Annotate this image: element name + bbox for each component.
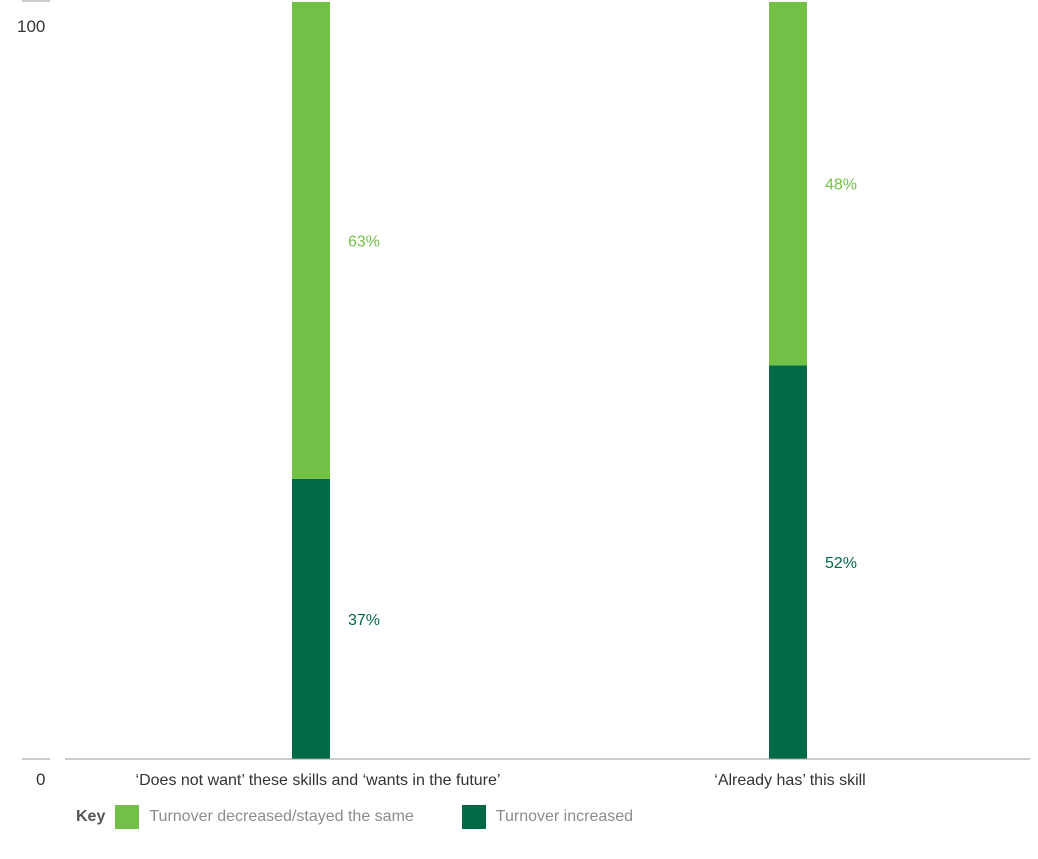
data-label-1-1: 37% [348,612,380,629]
bar-segment-2-2 [769,2,807,366]
data-label-2-1: 52% [825,555,857,572]
stacked-bar-chart: 100 0 37% 63% 52% 48% ‘Does not want’ these… [17,0,1030,789]
legend-label-increased: Turnover increased [495,808,634,825]
legend-swatch-decreased [115,805,140,829]
y-tick-label-max: 100 [17,17,45,36]
legend: Key Turnover decreased/stayed the same T… [76,804,633,830]
legend-key-label: Key [76,808,106,825]
category-label-1: ‘Does not want’ these skills and ‘wants … [136,772,501,789]
y-tick-label-min: 0 [36,770,45,789]
bar-segment-1-1 [292,478,330,759]
legend-label-decreased: Turnover decreased/stayed the same [149,808,414,825]
legend-swatch-increased [461,805,486,829]
bar-segment-1-2 [292,2,330,479]
bars-group: 37% 63% 52% 48% [292,2,857,759]
data-label-2-2: 48% [825,177,857,194]
legend-item-increased: Turnover increased [461,805,634,829]
bar-segment-2-1 [769,365,807,759]
category-label-2: ‘Already has’ this skill [714,772,865,789]
legend-item-decreased: Turnover decreased/stayed the same [115,805,414,829]
data-label-1-2: 63% [348,233,380,250]
